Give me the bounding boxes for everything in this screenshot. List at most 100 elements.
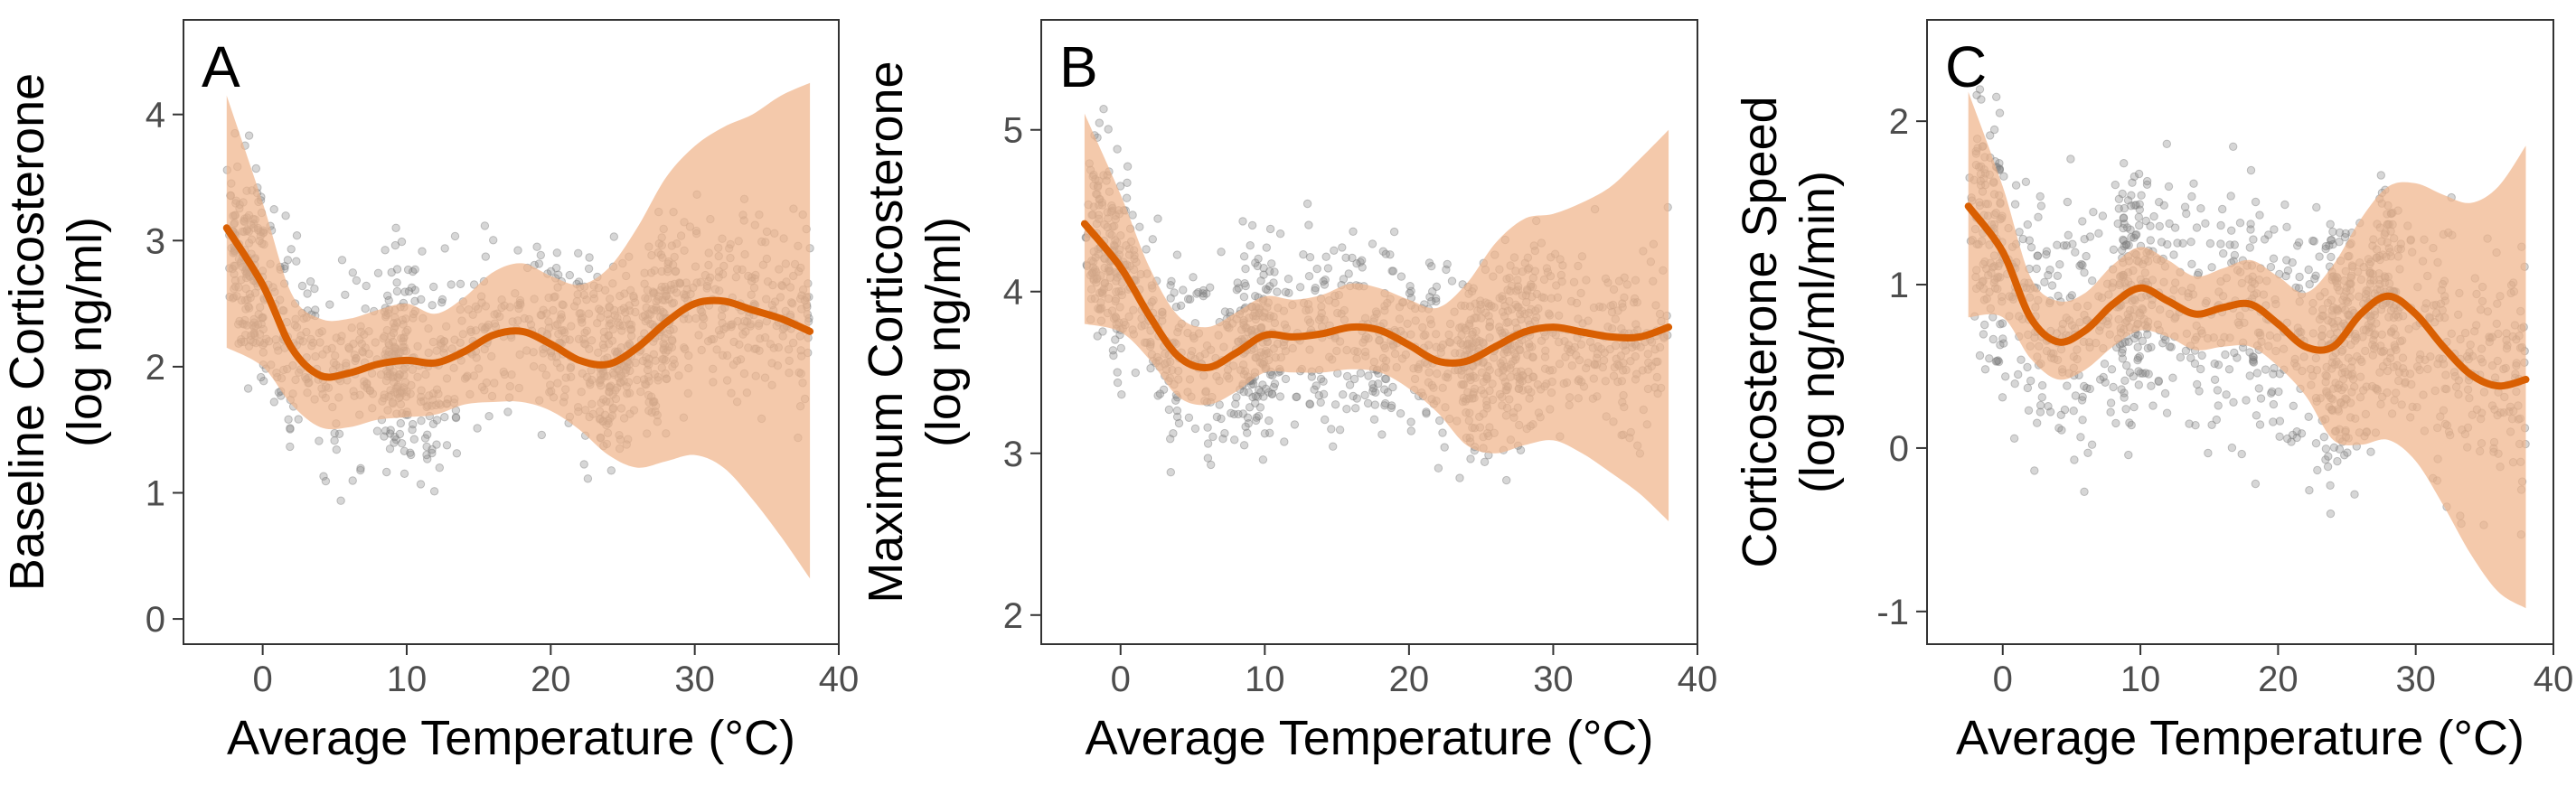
data-point	[2120, 159, 2129, 168]
data-point	[2189, 179, 2198, 188]
data-point	[2096, 375, 2105, 384]
data-point	[1248, 392, 1257, 402]
data-point	[2021, 177, 2031, 187]
data-point	[2035, 192, 2045, 201]
data-point	[2071, 248, 2080, 257]
data-point	[2147, 381, 2156, 390]
data-point	[1238, 217, 1247, 226]
data-point	[2288, 430, 2298, 440]
data-point	[2280, 200, 2289, 210]
data-point	[1232, 285, 1242, 295]
data-point	[2106, 398, 2116, 407]
data-point	[1339, 275, 1349, 284]
data-point	[2204, 448, 2213, 458]
data-point	[2230, 250, 2240, 260]
x-tick-label: 20	[531, 660, 571, 699]
data-point	[1406, 286, 1415, 295]
data-point	[2111, 180, 2120, 190]
panel-a: 0 10 20 30 40 0 1 2 3 4A Average Temperature (°C) B…	[0, 19, 859, 765]
data-point	[1258, 455, 1268, 464]
data-point	[2178, 239, 2187, 248]
data-point	[1170, 288, 1179, 297]
data-point	[1259, 392, 1268, 401]
data-point	[2287, 437, 2296, 446]
x-axis-title: Average Temperature (°C)	[1956, 711, 2524, 765]
data-point	[1255, 403, 1265, 412]
data-point	[423, 454, 432, 463]
data-point	[1166, 281, 1175, 290]
data-point	[2036, 400, 2045, 410]
data-point	[1380, 374, 1390, 383]
data-point	[400, 287, 409, 296]
data-point	[1171, 303, 1181, 312]
data-point	[2230, 240, 2240, 249]
data-point	[1116, 343, 1126, 353]
data-point	[2194, 268, 2204, 277]
data-point	[1172, 412, 1182, 422]
data-point	[1999, 339, 2008, 348]
data-point	[1342, 371, 1352, 381]
data-point	[2120, 388, 2129, 398]
data-point	[2311, 439, 2321, 448]
data-point	[1243, 413, 1253, 422]
data-point	[1244, 419, 1254, 428]
data-point	[287, 245, 296, 254]
data-point	[429, 282, 438, 292]
data-point	[2068, 239, 2077, 248]
data-point	[447, 280, 456, 289]
data-point	[1396, 272, 1406, 281]
data-point	[450, 231, 460, 241]
data-point	[1246, 241, 1255, 250]
data-point	[1405, 288, 1415, 298]
data-point	[310, 284, 319, 294]
data-point	[2350, 490, 2359, 499]
data-point	[1153, 214, 1162, 223]
data-point	[2321, 444, 2331, 454]
data-point	[1167, 276, 1176, 285]
data-point	[1320, 280, 1330, 289]
data-point	[2120, 393, 2129, 402]
data-point	[2045, 266, 2054, 275]
y-tick-label: 3	[1003, 435, 1023, 474]
data-point	[1256, 388, 1265, 397]
data-point	[1251, 258, 1260, 267]
data-point	[2256, 394, 2266, 403]
data-point	[2237, 449, 2246, 459]
data-point	[1998, 334, 2007, 343]
data-point	[2129, 334, 2139, 343]
data-point	[1370, 400, 1380, 409]
data-point	[1396, 409, 1406, 418]
data-point	[1135, 222, 1144, 231]
data-point	[451, 413, 461, 423]
data-point	[2133, 353, 2143, 362]
data-point	[404, 286, 414, 296]
y-tick-label: 3	[146, 221, 165, 261]
data-point	[1275, 229, 1285, 239]
data-point	[2283, 266, 2293, 276]
data-point	[1264, 388, 1274, 397]
data-point	[418, 247, 427, 256]
data-point	[1265, 428, 1274, 437]
data-point	[2030, 466, 2039, 475]
data-point	[1261, 384, 1271, 393]
data-point	[1994, 357, 2004, 367]
data-point	[2120, 203, 2129, 213]
data-point	[1339, 390, 1348, 399]
data-point	[2106, 407, 2115, 416]
y-tick-label: 0	[146, 600, 165, 640]
data-point	[2283, 434, 2292, 444]
data-point	[2118, 348, 2127, 358]
data-point	[1292, 392, 1301, 402]
data-point	[2143, 343, 2153, 353]
data-point	[251, 164, 260, 173]
data-point	[1128, 211, 1137, 220]
data-point	[348, 476, 357, 485]
data-point	[429, 487, 439, 496]
data-point	[2111, 418, 2120, 428]
data-point	[428, 448, 437, 458]
data-point	[1307, 372, 1317, 381]
data-point	[2124, 337, 2133, 346]
data-point	[1312, 381, 1321, 390]
data-point	[2185, 419, 2194, 428]
data-point	[2176, 352, 2186, 362]
